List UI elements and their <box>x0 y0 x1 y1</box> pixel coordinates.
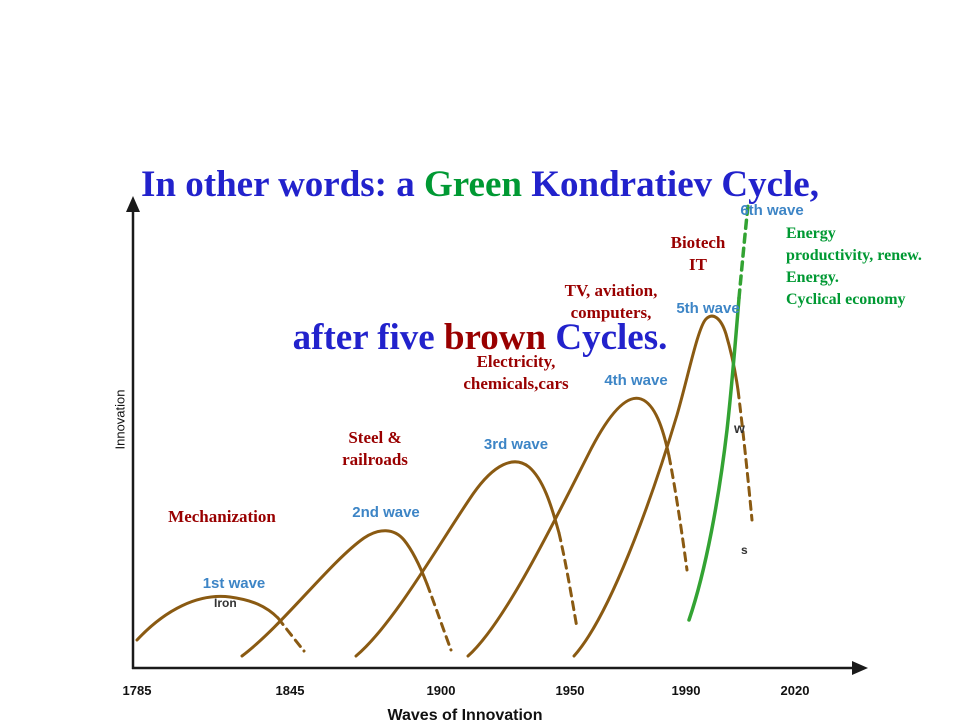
wave-label-5th: 5th wave <box>676 300 740 317</box>
wave-2-curve-tail <box>425 582 453 652</box>
wave-2-curve <box>240 529 429 658</box>
title-seg-brown: brown <box>443 317 547 358</box>
wave-label-2nd: 2nd wave <box>352 504 420 521</box>
category-label-tv-aviation-computers: TV, aviation, computers, <box>564 281 658 322</box>
annotation-energy-economy: Energy productivity, renew. Energy. Cycl… <box>786 225 922 308</box>
slide-title: In other words: a Green Kondratiev Cycle… <box>0 57 960 465</box>
wave-5-curve <box>572 314 740 658</box>
wave-1-curve-tail <box>276 616 306 653</box>
title-seg: In other words: a <box>141 164 425 205</box>
title-line-1: In other words: a Green Kondratiev Cycle… <box>0 159 960 210</box>
x-axis-title: Waves of Innovation <box>387 707 543 720</box>
title-line-2: after five brown Cycles. <box>0 312 960 363</box>
remnant-letter-w: w <box>734 420 745 436</box>
category-label-biotech-it: Biotech IT <box>670 233 726 274</box>
y-axis-label: Innovation <box>112 389 128 450</box>
wave-6-curve-tail <box>737 203 750 300</box>
category-label-mechanization: Mechanization <box>168 507 276 526</box>
x-tick-1990: 1990 <box>671 683 701 698</box>
wave-3-curve-tail <box>557 531 579 630</box>
wave-4-curve-tail <box>667 454 689 572</box>
wave-label-6th: 6th wave <box>740 202 804 219</box>
remnant-letter-s: s <box>741 543 748 557</box>
wave-5-curve-tail <box>736 388 754 522</box>
wave-1-curve <box>135 594 280 642</box>
title-seg: after five <box>292 317 444 358</box>
x-tick-1950: 1950 <box>555 683 585 698</box>
wave-label-4th: 4th wave <box>604 372 668 389</box>
title-seg: Cycles. <box>546 317 668 358</box>
x-tick-1785: 1785 <box>122 683 152 698</box>
wave-6-curve <box>687 296 741 622</box>
category-label-electricity-chemicals-cars: Electricity, chemicals,cars <box>463 352 569 393</box>
y-axis-arrow-icon <box>126 196 140 212</box>
x-tick-1900: 1900 <box>426 683 456 698</box>
wave-label-3rd: 3rd wave <box>483 436 549 453</box>
wave-label-1st: 1st wave <box>202 575 266 592</box>
x-axis-arrow-icon <box>852 661 868 675</box>
x-tick-2020: 2020 <box>780 683 810 698</box>
x-tick-1845: 1845 <box>275 683 305 698</box>
wave-4-curve <box>466 396 671 658</box>
remnant-iron-label: Iron <box>214 596 237 610</box>
category-label-steel-railroads: Steel & railroads <box>342 428 408 469</box>
title-seg-green: Green <box>424 164 522 205</box>
wave-3-curve <box>354 460 561 658</box>
title-seg: Kondratiev Cycle, <box>521 164 819 205</box>
